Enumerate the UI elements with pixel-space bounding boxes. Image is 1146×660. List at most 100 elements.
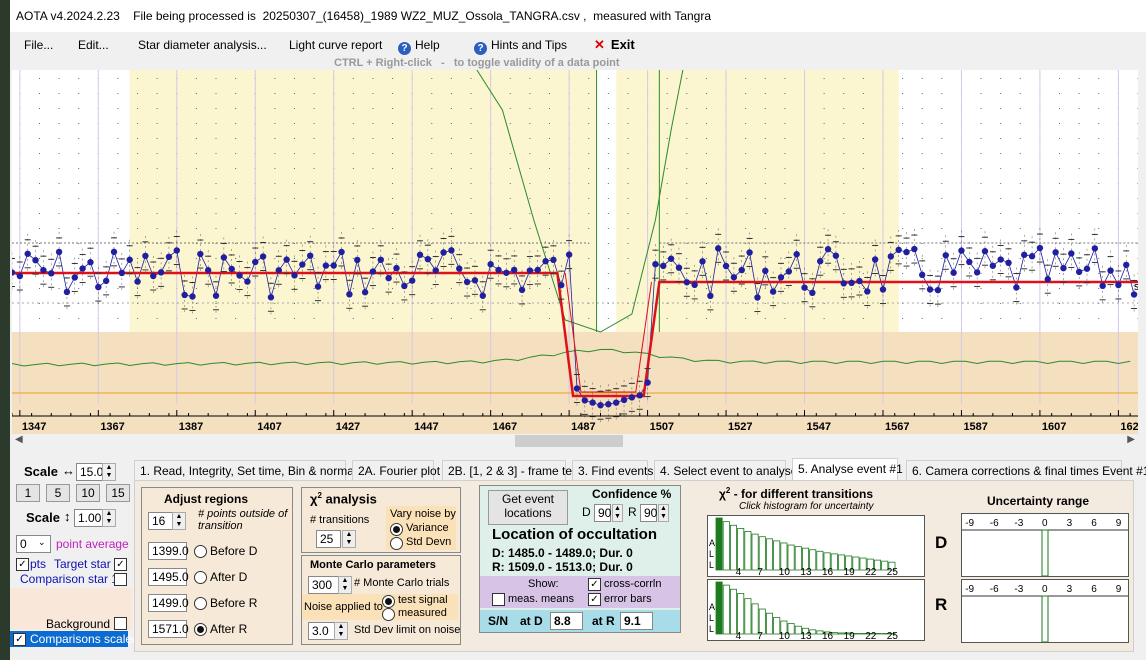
transitions-spinner[interactable]: ▲ ▼	[342, 530, 356, 548]
r-uncertainty-plot: -9 -6 -3 0 3 6 9	[962, 584, 1128, 643]
data-point	[722, 262, 730, 270]
uncertainty-tick: -9	[965, 518, 974, 529]
target-star-checkbox[interactable]: ✓	[114, 558, 127, 571]
mc-trials-label: # Monte Carlo trials	[354, 577, 450, 589]
tab-5[interactable]: 4. Select event to analyse	[654, 460, 797, 481]
scale-h-input[interactable]: 15.0	[76, 463, 105, 481]
sd-limit-input[interactable]: 3.0	[308, 622, 335, 640]
variance-label: Variance	[406, 522, 449, 534]
comparisons-scaled-checkbox[interactable]: ✓	[13, 633, 26, 646]
light-curve-plot[interactable]: 1347 1367 1387 1407 1427 1447 1467 1487 1507 1527…	[8, 29, 1145, 434]
points-outside-input[interactable]: 16	[148, 512, 173, 530]
histogram-bar	[773, 540, 781, 571]
zoom-button-5[interactable]: 5	[46, 484, 70, 502]
menu-star-diameter[interactable]: Star diameter analysis...	[138, 38, 267, 52]
histogram-bar	[888, 633, 896, 635]
scale-v-spinner[interactable]: ▲ ▼	[102, 509, 116, 527]
uncertainty-tick: 6	[1091, 584, 1097, 595]
comparisons-scaled-label: Comparisons scaled	[30, 632, 139, 646]
light-curve-chart[interactable]: 1347 1367 1387 1407 1427 1447 1467 1487 1507 1527…	[8, 29, 1145, 434]
tab-3[interactable]: 2B. [1, 2 & 3] - frame test	[442, 460, 581, 481]
variance-radio[interactable]	[390, 523, 403, 536]
scroll-left-icon[interactable]: ◀	[15, 434, 23, 445]
region-value-2[interactable]: 1495.0	[148, 568, 189, 586]
data-point	[1021, 251, 1028, 259]
chevron-down-icon[interactable]: ⌄	[38, 537, 46, 547]
std-devn-radio[interactable]	[390, 537, 403, 550]
scroll-right-icon[interactable]: ▶	[1127, 434, 1135, 445]
histogram-bar	[837, 632, 845, 635]
sd-limit-spinner[interactable]: ▲ ▼	[334, 622, 348, 640]
d-histogram[interactable]: A L L 4 7 10 13 16 19 22 25	[707, 515, 925, 578]
region-radio-1[interactable]	[194, 545, 207, 558]
data-point	[110, 248, 118, 256]
menu-edit[interactable]: Edit...	[78, 38, 109, 52]
menu-help[interactable]: ? Help	[398, 38, 440, 55]
error-bars-checkbox[interactable]: ✓	[588, 593, 601, 606]
background-checkbox[interactable]	[114, 617, 127, 630]
region-value-4[interactable]: 1571.0	[148, 620, 189, 638]
histogram-bar	[830, 632, 838, 635]
x-tick-label: 1467	[493, 421, 517, 433]
x-tick-label: 1547	[807, 421, 831, 433]
histogram-bar	[837, 554, 845, 571]
region-value-3[interactable]: 1499.0	[148, 594, 189, 612]
data-point	[322, 262, 330, 269]
chi-sup: 2	[317, 491, 322, 500]
data-point	[518, 286, 526, 294]
tab-2[interactable]: 2A. Fourier plot	[352, 460, 440, 481]
transitions-input[interactable]: 25	[316, 530, 341, 548]
scroll-thumb[interactable]	[515, 435, 623, 447]
tab-7[interactable]: 6. Camera corrections & final times Even…	[906, 460, 1146, 481]
zoom-button-15[interactable]: 15	[106, 484, 130, 502]
confidence-d-spinner[interactable]: ▲ ▼	[612, 504, 623, 522]
measured-radio[interactable]	[382, 608, 395, 621]
point-average-select[interactable]: 0	[16, 535, 51, 553]
region-radio-4[interactable]	[194, 623, 207, 636]
pts-checkbox[interactable]: ✓	[16, 558, 29, 571]
data-point	[118, 269, 126, 277]
data-point	[1075, 268, 1083, 276]
points-outside-spinner[interactable]: ▲ ▼	[172, 512, 186, 530]
meas-means-checkbox[interactable]	[492, 593, 505, 606]
cross-corrln-checkbox[interactable]: ✓	[588, 578, 601, 591]
menu-light-curve-report[interactable]: Light curve report	[289, 38, 383, 52]
menu-file[interactable]: File...	[24, 38, 54, 52]
scale-h-spinner[interactable]: ▲ ▼	[102, 463, 116, 481]
zoom-button-1[interactable]: 1	[16, 484, 40, 502]
region-value-1[interactable]: 1399.0	[148, 542, 189, 560]
tab-1[interactable]: 1. Read, Integrity, Set time, Bin & norm…	[134, 460, 372, 481]
region-radio-3[interactable]	[194, 597, 207, 610]
analyse-event-panel: Adjust regions 16 ▲ ▼ # points outside of…	[134, 480, 1134, 652]
mc-trials-spinner[interactable]: ▲ ▼	[338, 576, 352, 594]
get-event-locations-button[interactable]: Get event locations	[488, 490, 568, 525]
data-point	[911, 245, 918, 253]
r-histogram[interactable]: A L L 4 7 10 13 16 19 22 25	[707, 579, 925, 642]
test-signal-radio[interactable]	[382, 595, 395, 608]
zoom-button-10[interactable]: 10	[76, 484, 100, 502]
data-point	[1060, 264, 1067, 272]
histogram-bar	[729, 588, 737, 635]
mc-trials-input[interactable]: 300	[308, 576, 339, 594]
region-radio-2[interactable]	[194, 571, 207, 584]
data-point	[950, 269, 957, 276]
histogram-bar	[859, 633, 867, 635]
comparisons-scaled-row[interactable]: ✓ Comparisons scaled	[10, 631, 139, 647]
comparison-star-checkbox[interactable]	[114, 573, 127, 586]
confidence-d-input[interactable]: 90	[594, 504, 611, 522]
menu-hints[interactable]: ? Hints and Tips	[474, 38, 567, 55]
confidence-r-spinner[interactable]: ▲ ▼	[658, 504, 669, 522]
data-point	[1130, 291, 1138, 298]
data-point	[864, 288, 871, 295]
confidence-r-input[interactable]: 90	[640, 504, 657, 522]
data-point	[801, 284, 808, 291]
scale-v-input[interactable]: 1.00	[74, 509, 105, 527]
menu-exit[interactable]: ✕ Exit	[594, 37, 635, 53]
tab-4[interactable]: 3. Find events	[572, 460, 653, 481]
tab-6[interactable]: 5. Analyse event #1	[792, 458, 903, 481]
x-tick-label: 1427	[336, 421, 360, 433]
chart-scrollbar[interactable]: ◀ ▶	[12, 434, 1138, 448]
d-uncertainty-plot: -9 -6 -3 0 3 6 9	[962, 518, 1128, 577]
